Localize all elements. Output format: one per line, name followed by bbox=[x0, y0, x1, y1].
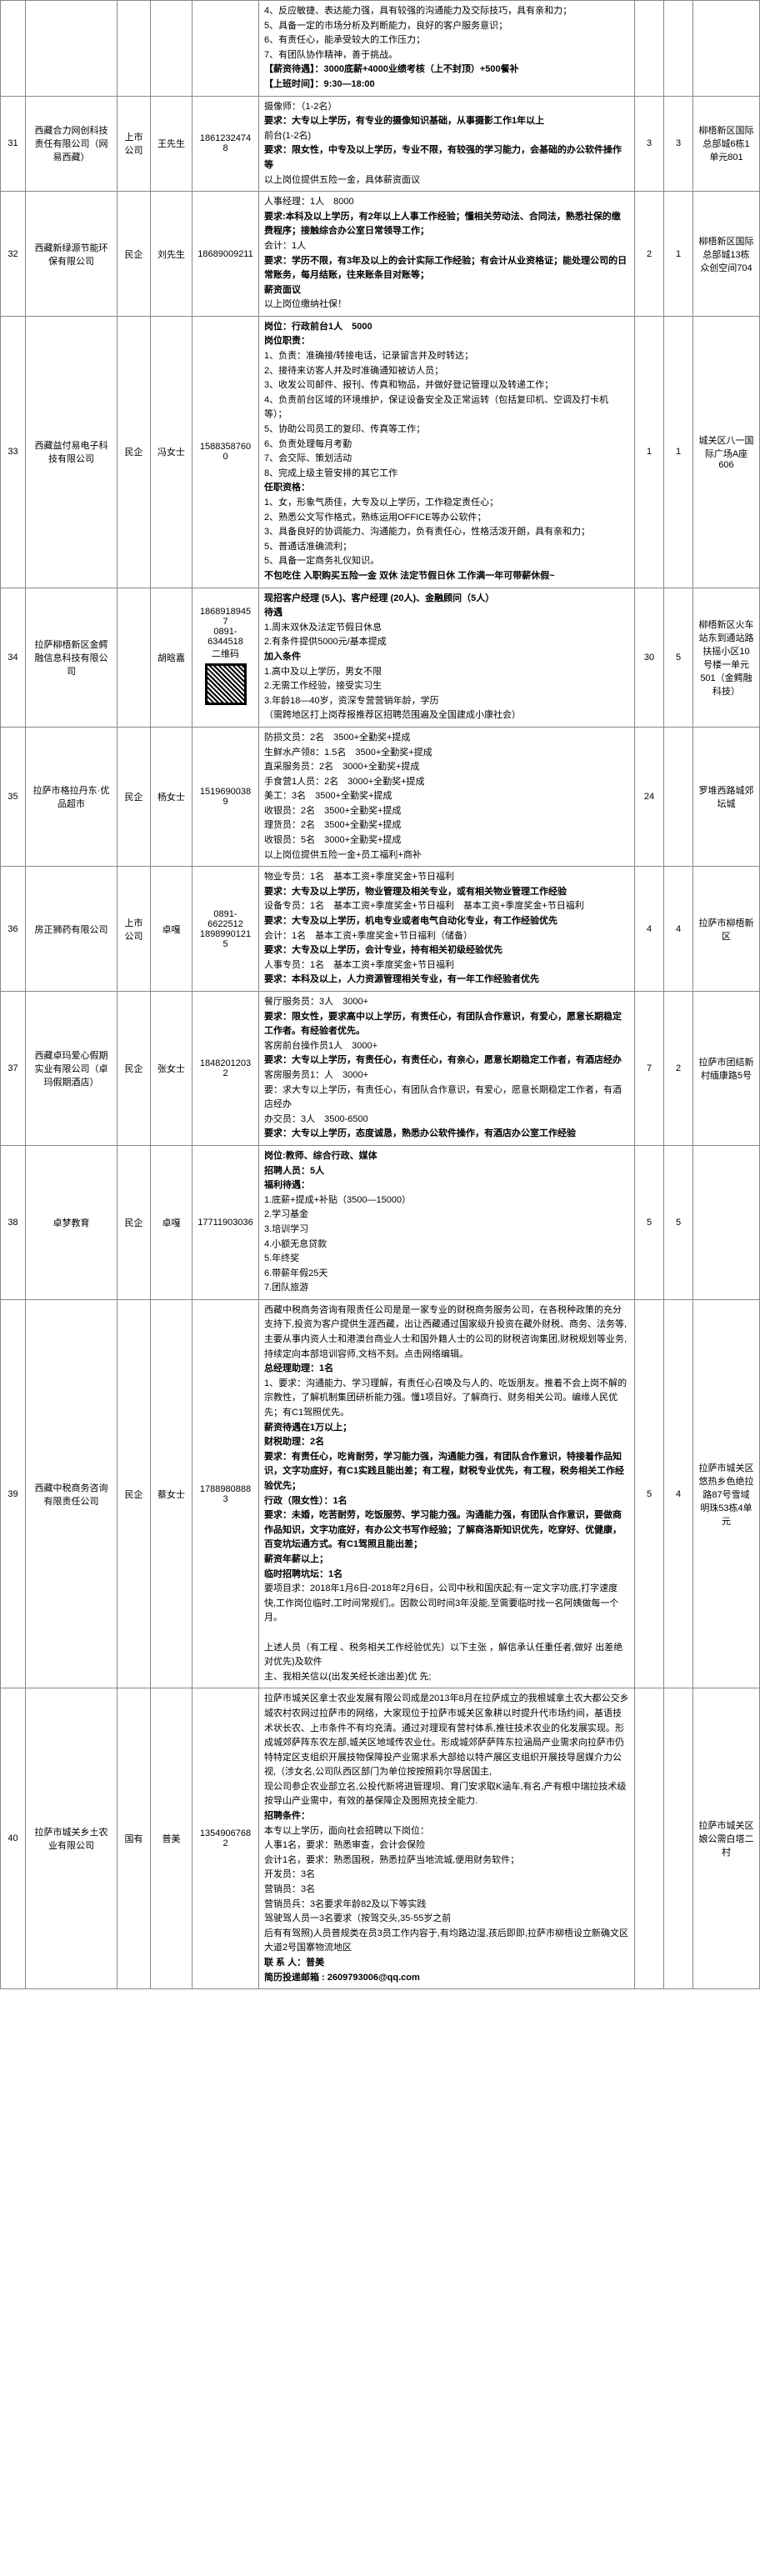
company-type: 上市公司 bbox=[118, 96, 151, 192]
job-detail: 西藏中税商务咨询有限责任公司是是一家专业的财税商务服务公司，在各税种政策的充分支… bbox=[259, 1299, 635, 1688]
address: 柳梧新区国际总部城13栋众创空间704 bbox=[693, 192, 760, 317]
phone-number: 18482012032 bbox=[192, 992, 259, 1146]
company-name: 房正狮药有限公司 bbox=[26, 867, 118, 992]
phone-number: 17711903036 bbox=[192, 1145, 259, 1299]
company-type: 民企 bbox=[118, 316, 151, 588]
phone-number: 186891894570891-6344518二维码 bbox=[192, 588, 259, 727]
job-detail: 岗位:教师、综合行政、媒体招聘人员：5人福利待遇：1.底薪+提成+补贴（3500… bbox=[259, 1145, 635, 1299]
count-2: 4 bbox=[664, 1299, 693, 1688]
company-name: 拉萨市城关乡土农业有限公司 bbox=[26, 1688, 118, 1989]
company-name: 卓梦教育 bbox=[26, 1145, 118, 1299]
job-detail: 摄像师：（1-2名）要求：大专以上学历，有专业的摄像知识基础，从事摄影工作1年以… bbox=[259, 96, 635, 192]
company-type: 民企 bbox=[118, 1299, 151, 1688]
row-index: 38 bbox=[1, 1145, 26, 1299]
contact-person: 蔡女士 bbox=[151, 1299, 192, 1688]
job-detail: 防损文员：2名 3500+全勤奖+提成生鲜水产领8：1.5名 3500+全勤奖+… bbox=[259, 727, 635, 866]
count-1: 30 bbox=[635, 588, 664, 727]
address: 拉萨市城关区悠热乡色绝拉路87号雪域明珠53栋4单元 bbox=[693, 1299, 760, 1688]
contact-person: 杨女士 bbox=[151, 727, 192, 866]
company-name: 拉萨市格拉丹东·优品超市 bbox=[26, 727, 118, 866]
count-2: 1 bbox=[664, 316, 693, 588]
phone-number: 17889808883 bbox=[192, 1299, 259, 1688]
job-detail: 现招客户经理 (5人)、客户经理 (20人)、金融顾问（5人）待遇1.周末双休及… bbox=[259, 588, 635, 727]
company-type bbox=[118, 588, 151, 727]
company-type: 上市公司 bbox=[118, 867, 151, 992]
count-1 bbox=[635, 1688, 664, 1989]
row-index: 36 bbox=[1, 867, 26, 992]
contact-person: 张女士 bbox=[151, 992, 192, 1146]
address bbox=[693, 1145, 760, 1299]
phone-number: 15196900389 bbox=[192, 727, 259, 866]
contact-person: 普美 bbox=[151, 1688, 192, 1989]
row-index: 39 bbox=[1, 1299, 26, 1688]
count-2: 2 bbox=[664, 992, 693, 1146]
job-detail: 拉萨市城关区拿士农业发展有限公司成是2013年8月在拉萨成立的我根城拿土农大都公… bbox=[259, 1688, 635, 1989]
company-name: 西藏中税商务咨询有限责任公司 bbox=[26, 1299, 118, 1688]
company-name: 西藏新绿源节能环保有限公司 bbox=[26, 192, 118, 317]
company-name: 西藏合力网创科技责任有限公司（网易西藏） bbox=[26, 96, 118, 192]
count-1: 7 bbox=[635, 992, 664, 1146]
row-index: 35 bbox=[1, 727, 26, 866]
count-1: 3 bbox=[635, 96, 664, 192]
address: 城关区八一国际广场A座606 bbox=[693, 316, 760, 588]
phone-number: 18689009211 bbox=[192, 192, 259, 317]
count-1: 5 bbox=[635, 1145, 664, 1299]
count-1: 24 bbox=[635, 727, 664, 866]
count-2 bbox=[664, 1688, 693, 1989]
count-2: 5 bbox=[664, 1145, 693, 1299]
contact-person: 卓嘎 bbox=[151, 867, 192, 992]
recruitment-table: 4、反应敏捷、表达能力强，具有较强的沟通能力及交际技巧，具有亲和力；5、具备一定… bbox=[0, 0, 760, 1989]
address: 拉萨市城关区娘公需白塔二村 bbox=[693, 1688, 760, 1989]
count-2: 5 bbox=[664, 588, 693, 727]
phone-number: 0891-662251218989901215 bbox=[192, 867, 259, 992]
count-2 bbox=[664, 727, 693, 866]
phone-number: 15883587600 bbox=[192, 316, 259, 588]
count-2: 1 bbox=[664, 192, 693, 317]
row-index: 32 bbox=[1, 192, 26, 317]
company-name: 拉萨柳梧新区金鳄融信息科技有限公司 bbox=[26, 588, 118, 727]
count-2: 4 bbox=[664, 867, 693, 992]
company-type: 民企 bbox=[118, 727, 151, 866]
job-detail: 物业专员：1名 基本工资+季度奖金+节日福利要求：大专及以上学历，物业管理及相关… bbox=[259, 867, 635, 992]
count-1: 4 bbox=[635, 867, 664, 992]
contact-person: 卓嘎 bbox=[151, 1145, 192, 1299]
address: 罗堆西路城郊坛城 bbox=[693, 727, 760, 866]
company-type: 国有 bbox=[118, 1688, 151, 1989]
company-type: 民企 bbox=[118, 1145, 151, 1299]
count-1: 2 bbox=[635, 192, 664, 317]
phone-number: 13549067682 bbox=[192, 1688, 259, 1989]
count-2: 3 bbox=[664, 96, 693, 192]
row-index: 34 bbox=[1, 588, 26, 727]
phone-number: 18612324748 bbox=[192, 96, 259, 192]
job-detail-continued: 4、反应敏捷、表达能力强，具有较强的沟通能力及交际技巧，具有亲和力；5、具备一定… bbox=[259, 1, 635, 97]
count-1: 1 bbox=[635, 316, 664, 588]
contact-person: 刘先生 bbox=[151, 192, 192, 317]
job-detail: 人事经理：1人 8000要求:本科及以上学历，有2年以上人事工作经验；懂相关劳动… bbox=[259, 192, 635, 317]
company-type: 民企 bbox=[118, 992, 151, 1146]
job-detail: 岗位：行政前台1人 5000岗位职责：1、负责：准确接/转接电话，记录留言并及时… bbox=[259, 316, 635, 588]
contact-person: 冯女士 bbox=[151, 316, 192, 588]
company-name: 西藏益付易电子科技有限公司 bbox=[26, 316, 118, 588]
contact-person: 王先生 bbox=[151, 96, 192, 192]
row-index: 40 bbox=[1, 1688, 26, 1989]
row-index: 37 bbox=[1, 992, 26, 1146]
company-type: 民企 bbox=[118, 192, 151, 317]
address: 拉萨市柳梧新区 bbox=[693, 867, 760, 992]
address: 拉萨市团结新村缅康路5号 bbox=[693, 992, 760, 1146]
contact-person: 胡晗嘉 bbox=[151, 588, 192, 727]
row-index: 31 bbox=[1, 96, 26, 192]
qr-code-icon bbox=[205, 663, 247, 705]
row-index: 33 bbox=[1, 316, 26, 588]
count-1: 5 bbox=[635, 1299, 664, 1688]
address: 柳梧新区国际总部城6栋1单元801 bbox=[693, 96, 760, 192]
address: 柳梧新区火车站东到通站路扶摇小区10号楼一单元501（金鳄融科技） bbox=[693, 588, 760, 727]
job-detail: 餐厅服务员：3人 3000+要求：限女性，要求高中以上学历，有责任心，有团队合作… bbox=[259, 992, 635, 1146]
company-name: 西藏卓玛爱心假期实业有限公司（卓玛假期酒店） bbox=[26, 992, 118, 1146]
